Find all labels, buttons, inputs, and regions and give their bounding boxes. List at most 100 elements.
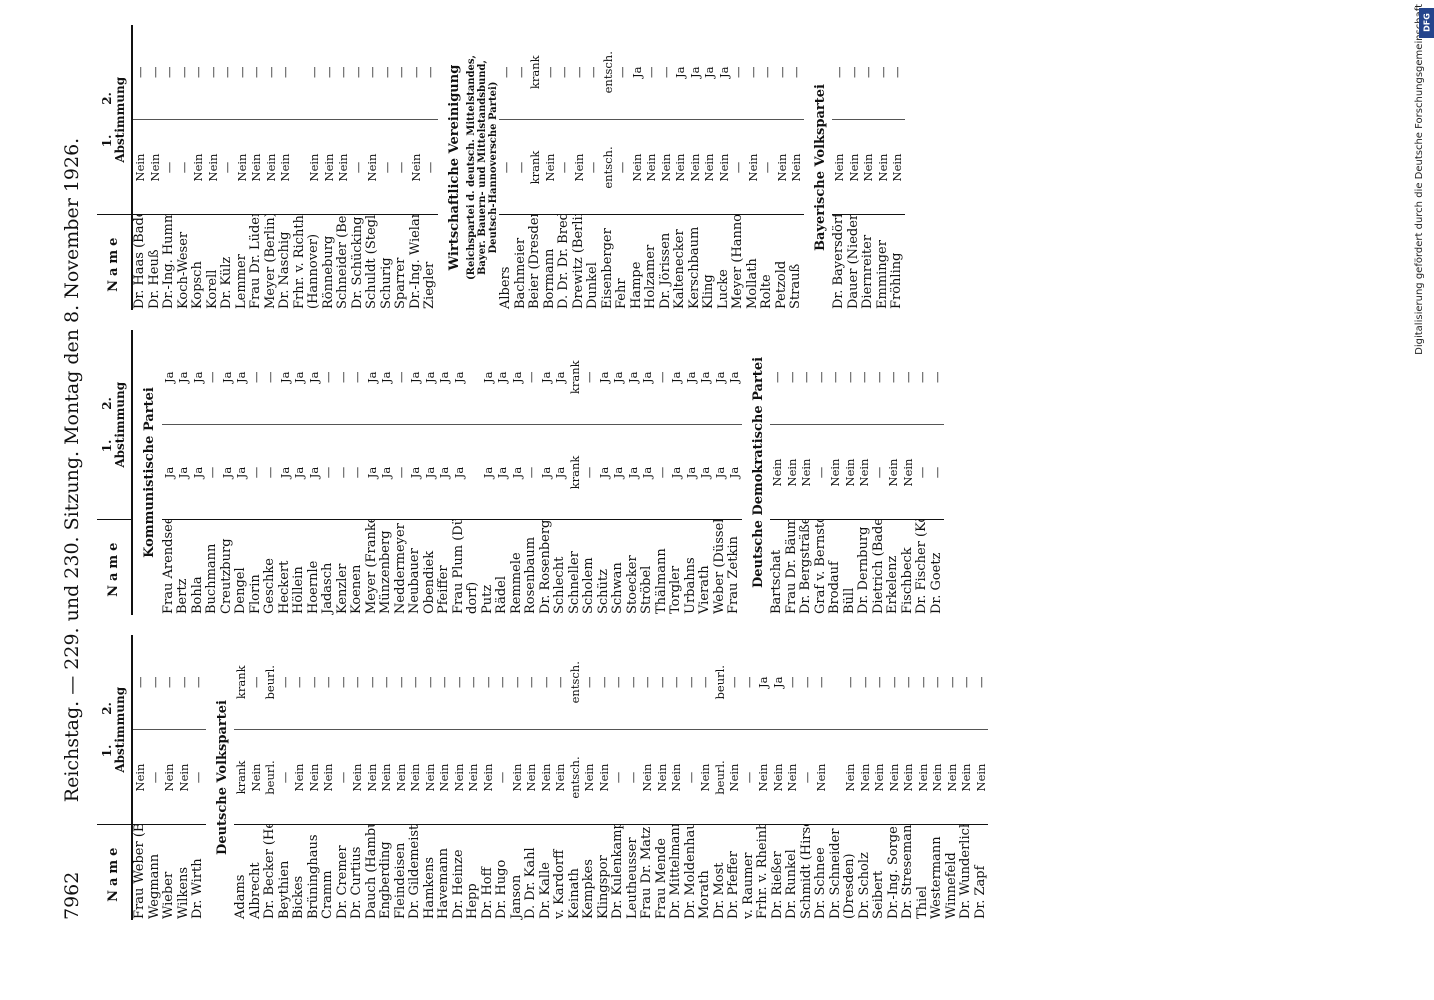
member-name: Dr. Bayersdörfer bbox=[832, 215, 847, 310]
table-row: Frau Zetkin Ja Ja bbox=[727, 330, 742, 615]
vote-2-value: — bbox=[872, 676, 886, 689]
vote-2-value: — bbox=[871, 371, 886, 384]
member-name: Dr. Becker (Hessen) bbox=[263, 825, 278, 920]
vote-1-value: Nein bbox=[756, 730, 771, 825]
vote-1-value: Ja bbox=[625, 425, 640, 520]
table-row: Dr. Fischer (Köln) — — bbox=[915, 330, 930, 615]
member-name: Dr. Scholz bbox=[857, 825, 872, 920]
table-row: Strauß Nein — bbox=[789, 25, 804, 310]
member-name: Frhr. v. Richthofen bbox=[292, 215, 307, 310]
vote-2-value: — bbox=[321, 371, 335, 384]
vote-1-value: — bbox=[654, 425, 669, 520]
table-row: Dr. Becker (Hessen) beurl. beurl. bbox=[263, 635, 278, 920]
vote-1-value: Nein bbox=[774, 120, 789, 215]
vote-1-value: Nein bbox=[234, 120, 249, 215]
vote-2-value: — bbox=[973, 676, 988, 689]
vote-1-value: beurl. bbox=[712, 730, 727, 825]
vote-2-value: — bbox=[843, 676, 857, 689]
table-row: Fröhling Nein — bbox=[890, 25, 905, 310]
vote-1-value: Nein bbox=[842, 425, 857, 520]
member-name: Dietrich (Baden) bbox=[871, 520, 886, 615]
member-name: Wilkens bbox=[176, 825, 191, 920]
vote-1-value: — bbox=[335, 425, 350, 520]
vote-2-value: Ja bbox=[756, 676, 770, 688]
table-row: v. Raumer — — bbox=[741, 635, 756, 920]
vote-2-value: — bbox=[654, 676, 669, 689]
vote-2-value: — bbox=[350, 371, 364, 384]
vote-2-value: — bbox=[249, 66, 263, 79]
member-name: Beythien bbox=[277, 825, 292, 920]
member-name: Vierath bbox=[698, 520, 713, 615]
vote-1-value: Nein bbox=[973, 730, 988, 825]
vote-1-value: Nein bbox=[857, 425, 872, 520]
vote-2-value: — bbox=[499, 66, 513, 79]
vote-2-value: Ja bbox=[625, 371, 640, 383]
vote-1-value: — bbox=[871, 425, 886, 520]
member-name: Dr. Dernburg bbox=[857, 520, 872, 615]
table-row: Wieber Nein — bbox=[162, 635, 177, 920]
vote-1-value: — bbox=[760, 120, 775, 215]
vote-1-value: Nein bbox=[640, 730, 655, 825]
member-name: Kling bbox=[702, 215, 717, 310]
member-name: (Dresden) bbox=[843, 825, 858, 920]
table-row: Dengel Ja Ja bbox=[234, 330, 249, 615]
vote-2-value: — bbox=[586, 66, 600, 79]
table-row: Thiel Nein — bbox=[915, 635, 930, 920]
vote-2-value: — bbox=[248, 371, 263, 384]
table-row: Fleindeisen Nein — bbox=[393, 635, 408, 920]
party-subtitle: (Reichspartei d. deutsch. Mittelstandes, bbox=[466, 54, 477, 281]
vote-1-value: beurl. bbox=[263, 730, 278, 825]
member-name: Wegmann bbox=[147, 825, 162, 920]
vote-2-value: — bbox=[799, 371, 813, 384]
table-row: Dr. Wunderlich Nein — bbox=[959, 635, 974, 920]
vote-1-value: — bbox=[741, 730, 756, 825]
member-name: Janson bbox=[509, 825, 524, 920]
vote-2-value: — bbox=[393, 676, 408, 689]
member-name: Buchmann bbox=[205, 520, 220, 615]
member-name: Emminger bbox=[875, 215, 890, 310]
member-name: Stoecker bbox=[625, 520, 640, 615]
table-row: Ziegler — — bbox=[423, 25, 438, 310]
vote-2-value: — bbox=[542, 66, 557, 79]
member-name: Dr.-Ing. Hummel bbox=[162, 215, 177, 310]
member-name: Holzamer bbox=[644, 215, 659, 310]
vote-1-value: Ja bbox=[669, 425, 684, 520]
vote-2-value: — bbox=[846, 66, 861, 79]
vote-1-value: Nein bbox=[306, 730, 321, 825]
member-name: Meyer (Hannover) bbox=[731, 215, 746, 310]
vote-1-value: — bbox=[393, 425, 408, 520]
vote-2-value: Ja bbox=[712, 371, 727, 383]
table-row: Graf v. Bernstorff — — bbox=[813, 330, 828, 615]
vote-2-value: — bbox=[886, 371, 900, 384]
member-name: Remmele bbox=[509, 520, 524, 615]
member-name: Ziegler bbox=[423, 215, 438, 310]
table-row: Geschke — — bbox=[263, 330, 278, 615]
vote-1-value: — bbox=[499, 120, 514, 215]
party-subheading: Bayer. Bauern- und Mittelstandsbund, bbox=[477, 25, 488, 310]
member-name: Korell bbox=[205, 215, 220, 310]
vote-1-value: — bbox=[611, 730, 626, 825]
member-name: Pfeiffer bbox=[437, 520, 452, 615]
vote-2-value: — bbox=[959, 676, 973, 689]
rotated-page: 7962 Reichstag. — 229. und 230. Sitzung.… bbox=[57, 20, 1377, 920]
member-name: Schlecht bbox=[553, 520, 568, 615]
vote-1-value: Nein bbox=[629, 120, 644, 215]
header-vote-1: 1. bbox=[100, 134, 114, 148]
party-name: Wirtschaftliche Vereinigung bbox=[446, 64, 462, 271]
table-row: Rönneburg Nein — bbox=[321, 25, 336, 310]
vote-1-value: — bbox=[513, 120, 528, 215]
party-name: Deutsche Demokratische Partei bbox=[750, 356, 766, 589]
member-name: Frau Arendsee bbox=[161, 520, 176, 615]
vote-1-value: — bbox=[191, 730, 206, 825]
vote-1-value: Ja bbox=[408, 425, 423, 520]
vote-1-value: Nein bbox=[944, 730, 959, 825]
vote-1-value: krank bbox=[567, 425, 582, 520]
table-row: Petzold Nein — bbox=[774, 25, 789, 310]
table-row: Rolte — — bbox=[760, 25, 775, 310]
member-name: Bormann bbox=[542, 215, 557, 310]
table-row: Janson Nein — bbox=[509, 635, 524, 920]
member-name: Florin bbox=[248, 520, 263, 615]
vote-2-value: — bbox=[191, 676, 205, 689]
member-name: Dr. Jörissen bbox=[658, 215, 673, 310]
vote-2-value: Ja bbox=[716, 66, 731, 78]
